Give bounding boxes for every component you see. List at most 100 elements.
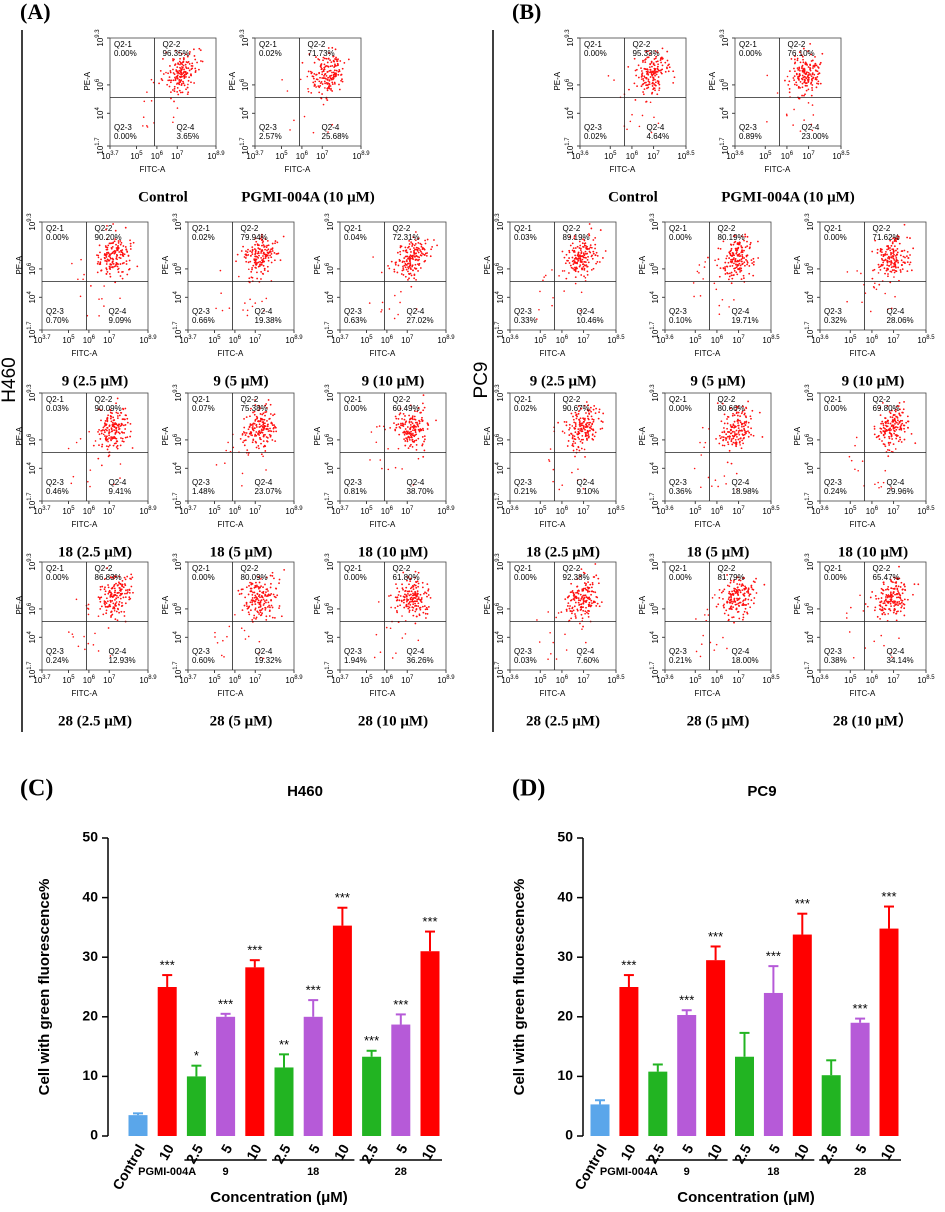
event-dot xyxy=(743,413,746,416)
event-dot xyxy=(595,251,598,254)
event-dot xyxy=(257,257,260,259)
event-dot xyxy=(262,598,265,601)
quadrant-percent: 18.98% xyxy=(732,487,759,496)
event-dot xyxy=(331,46,334,49)
event-dot xyxy=(216,641,219,644)
event-dot xyxy=(417,585,420,588)
event-dot xyxy=(538,308,540,311)
event-dot xyxy=(265,591,267,594)
event-dot xyxy=(811,72,814,75)
y-tick-label: 101.7 xyxy=(240,137,251,155)
x-tick-label: 103.7 xyxy=(246,151,264,162)
event-dot xyxy=(599,428,602,430)
event-dot xyxy=(122,586,125,589)
tick-base: 10 xyxy=(331,676,340,685)
quadrant-name: Q2-1 xyxy=(344,395,362,404)
event-dot xyxy=(878,438,881,441)
tick-exponent: 1.7 xyxy=(27,492,33,501)
event-dot xyxy=(124,596,127,599)
event-dot xyxy=(261,413,264,416)
event-dot xyxy=(574,425,577,428)
event-dot xyxy=(273,616,276,619)
event-dot xyxy=(372,256,374,258)
event-dot xyxy=(414,258,417,261)
event-dot xyxy=(582,589,585,592)
event-dot xyxy=(581,255,584,257)
event-dot xyxy=(747,587,750,590)
tick-base: 10 xyxy=(296,152,305,161)
event-dot xyxy=(193,82,196,84)
event-dot xyxy=(891,269,894,272)
tick-exponent: 3.7 xyxy=(340,506,349,512)
event-dot xyxy=(179,70,181,72)
event-dot xyxy=(577,255,580,258)
event-dot xyxy=(318,71,321,74)
event-dot xyxy=(409,604,412,606)
tick-exponent: 6 xyxy=(92,506,96,512)
event-dot xyxy=(120,424,123,427)
quadrant-percent: 90.20% xyxy=(95,233,122,242)
event-dot xyxy=(656,70,659,73)
event-dot xyxy=(744,607,747,610)
event-dot xyxy=(424,259,427,262)
event-dot xyxy=(98,444,100,447)
event-dot xyxy=(271,242,274,245)
event-dot xyxy=(741,250,743,252)
event-dot xyxy=(577,259,580,262)
tick-base: 10 xyxy=(496,465,505,474)
event-dot xyxy=(262,273,265,275)
flow-plot: Q2-10.00%Q2-295.33%Q2-30.02%Q2-44.64%103… xyxy=(553,29,695,206)
event-dot xyxy=(567,602,570,605)
event-dot xyxy=(574,423,577,426)
event-dot xyxy=(411,245,414,247)
event-dot xyxy=(743,257,746,259)
tick-exponent: 4 xyxy=(27,291,33,295)
event-dot xyxy=(626,128,628,131)
event-dot xyxy=(732,253,735,256)
event-dot xyxy=(565,649,568,651)
event-dot xyxy=(898,421,901,423)
event-dot xyxy=(746,260,749,262)
event-dot xyxy=(418,613,421,616)
event-dot xyxy=(259,420,262,423)
event-dot xyxy=(405,595,408,597)
event-dot xyxy=(761,436,764,438)
event-dot xyxy=(405,259,408,262)
event-dot xyxy=(408,260,411,262)
event-dot xyxy=(324,87,326,89)
event-dot xyxy=(412,236,415,239)
event-dot xyxy=(793,58,796,61)
event-dot xyxy=(109,257,112,260)
event-dot xyxy=(115,437,118,440)
event-dot xyxy=(747,435,750,438)
tick-exponent: 4 xyxy=(650,291,656,295)
event-dot xyxy=(654,89,656,92)
event-dot xyxy=(728,601,731,604)
event-dot xyxy=(878,486,880,489)
event-dot xyxy=(404,262,407,265)
event-dot xyxy=(327,76,330,79)
event-dot xyxy=(413,415,416,418)
event-dot xyxy=(102,433,105,436)
event-dot xyxy=(249,250,252,253)
event-dot xyxy=(325,65,328,67)
event-dot xyxy=(279,259,282,262)
event-dot xyxy=(247,248,249,251)
event-dot xyxy=(704,614,706,616)
event-dot xyxy=(747,421,750,424)
event-dot xyxy=(174,49,177,52)
tick-base: 10 xyxy=(651,465,660,474)
event-dot xyxy=(742,604,745,606)
event-dot xyxy=(108,272,111,275)
tick-base: 10 xyxy=(101,152,110,161)
event-dot xyxy=(266,407,268,409)
event-dot xyxy=(415,448,418,451)
flow-plot: Q2-10.00%Q2-261.80%Q2-31.94%Q2-436.26%10… xyxy=(313,553,455,730)
event-dot xyxy=(178,72,181,75)
event-dot xyxy=(750,259,753,261)
event-dot xyxy=(323,66,326,69)
event-dot xyxy=(283,569,286,571)
event-dot xyxy=(89,469,92,471)
event-dot xyxy=(801,55,804,58)
event-dot xyxy=(576,479,579,482)
